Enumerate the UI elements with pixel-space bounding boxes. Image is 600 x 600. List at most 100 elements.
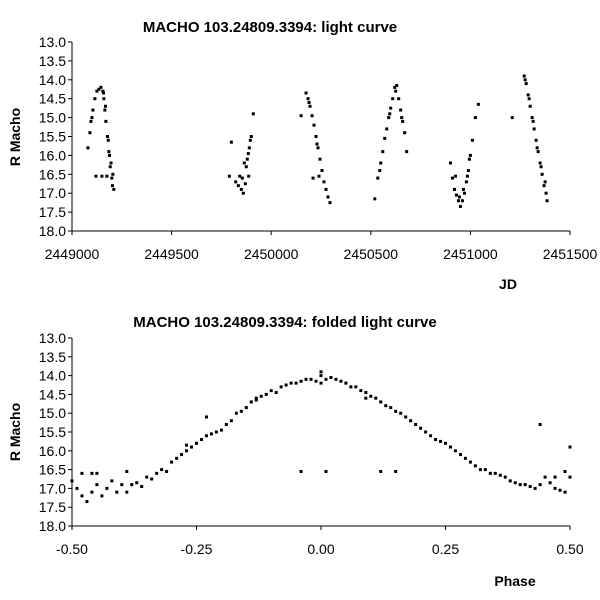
chart2-data-point bbox=[254, 398, 258, 402]
chart1-data-point bbox=[461, 187, 465, 191]
chart2-x-tick-label: 0.50 bbox=[556, 541, 583, 557]
chart1-data-point bbox=[109, 161, 113, 165]
chart1-data-point bbox=[387, 116, 391, 120]
chart2-data-point bbox=[533, 486, 537, 490]
chart1-data-point bbox=[100, 174, 104, 178]
chart2-data-point bbox=[269, 389, 273, 393]
chart2-data-point bbox=[130, 483, 134, 487]
chart1-data-point bbox=[311, 176, 315, 180]
chart1-data-point bbox=[307, 100, 311, 104]
chart2-y-tick-label: 18.0 bbox=[39, 518, 66, 534]
chart2-data-point bbox=[558, 488, 562, 492]
chart1-data-point bbox=[241, 191, 245, 195]
chart2-data-point bbox=[195, 441, 198, 445]
chart1-x-tick-label: 2450500 bbox=[344, 246, 399, 262]
chart1-data-point bbox=[102, 97, 106, 101]
chart1-data-point bbox=[105, 174, 109, 178]
chart1-data-point bbox=[103, 108, 107, 112]
chart1-data-point bbox=[466, 169, 470, 173]
chart1-x-tick-label: 2450000 bbox=[244, 246, 299, 262]
chart1-data-point bbox=[476, 102, 480, 106]
chart1-data-point bbox=[378, 169, 382, 173]
chart2-data-point bbox=[120, 483, 124, 487]
chart2-data-point bbox=[319, 381, 323, 385]
chart1-data-point bbox=[510, 116, 514, 120]
chart1-data-point bbox=[540, 172, 544, 176]
chart1-data-point bbox=[239, 187, 243, 191]
chart2-data-point bbox=[294, 381, 298, 385]
chart1-data-point bbox=[391, 97, 395, 101]
chart1-data-point bbox=[534, 138, 538, 142]
chart2-data-point bbox=[224, 422, 228, 426]
chart1-y-tick-label: 14.5 bbox=[39, 91, 66, 107]
chart2-data-point bbox=[209, 432, 213, 436]
chart1-data-point bbox=[251, 112, 255, 116]
chart2-data-point bbox=[568, 445, 572, 449]
chart1-y-tick-label: 17.0 bbox=[39, 185, 66, 201]
chart2-data-point bbox=[404, 415, 408, 419]
chart1-data-point bbox=[246, 152, 250, 156]
chart2-data-point bbox=[429, 434, 433, 438]
chart2-data-point bbox=[359, 389, 363, 393]
chart1-data-point bbox=[317, 174, 321, 178]
chart1-data-point bbox=[234, 180, 238, 184]
chart1-data-point bbox=[312, 123, 316, 127]
chart2-data-point bbox=[468, 460, 472, 464]
chart2-data-point bbox=[364, 396, 368, 400]
chart2-data-point bbox=[424, 430, 428, 434]
chart2-data-point bbox=[279, 385, 283, 389]
chart2-data-point bbox=[399, 411, 403, 415]
chart2-data-point bbox=[204, 415, 208, 419]
chart1-data-point bbox=[111, 172, 115, 176]
chart2-data-point bbox=[493, 471, 497, 475]
chart2-data-point bbox=[254, 396, 258, 400]
chart2-x-tick-label: 0.00 bbox=[307, 541, 334, 557]
chart2-data-point bbox=[374, 396, 378, 400]
chart2-data-point bbox=[344, 381, 348, 385]
chart2-data-point bbox=[419, 426, 423, 430]
chart1-data-point bbox=[99, 85, 103, 89]
chart1-data-point bbox=[101, 89, 105, 93]
chart2-data-point bbox=[518, 483, 522, 487]
chart1-data-point bbox=[470, 138, 474, 142]
chart2-data-point bbox=[299, 469, 303, 473]
chart1-y-tick-label: 17.5 bbox=[39, 204, 66, 220]
chart2-data-point bbox=[364, 391, 368, 395]
chart1-x-tick-label: 2449500 bbox=[144, 246, 199, 262]
chart1-data-point bbox=[236, 184, 240, 188]
chart2-data-point bbox=[444, 441, 447, 445]
chart1-data-point bbox=[405, 150, 409, 154]
chart2-data-point bbox=[70, 479, 74, 483]
chart1-data-point bbox=[318, 157, 322, 161]
chart2-data-point bbox=[394, 469, 398, 473]
chart1-data-point bbox=[522, 74, 526, 78]
chart1-data-point bbox=[244, 165, 248, 169]
chart1-x-tick-label: 2449000 bbox=[45, 246, 100, 262]
chart2-data-point bbox=[448, 445, 452, 449]
chart1-data-point bbox=[450, 176, 454, 180]
chart1-data-point bbox=[526, 93, 530, 97]
chart1-data-point bbox=[535, 146, 539, 150]
chart2-data-point bbox=[264, 392, 268, 396]
chart2-data-point bbox=[145, 475, 149, 479]
chart1-x-tick-label: 2451000 bbox=[443, 246, 498, 262]
chart1-data-point bbox=[523, 78, 527, 82]
chart2-data-point bbox=[488, 471, 492, 475]
chart2-data-point bbox=[439, 439, 443, 443]
chart1-data-point bbox=[103, 104, 107, 108]
chart1-data-point bbox=[376, 176, 380, 180]
chart2-data-point bbox=[553, 475, 557, 479]
chart1-data-point bbox=[90, 116, 94, 120]
chart1-data-point bbox=[110, 184, 114, 188]
chart1-y-tick-label: 13.5 bbox=[39, 53, 66, 69]
chart1-data-point bbox=[247, 146, 251, 150]
chart1-data-point bbox=[524, 82, 528, 86]
chart2-y-tick-label: 14.5 bbox=[39, 386, 66, 402]
chart1-y-axis-label: R Macho bbox=[7, 108, 23, 166]
chart1-data-point bbox=[373, 197, 377, 201]
chart1-data-point bbox=[320, 169, 324, 173]
chart2-data-point bbox=[354, 385, 358, 389]
chart2-x-axis-label: Phase bbox=[494, 573, 535, 589]
chart2-data-point bbox=[259, 394, 263, 398]
